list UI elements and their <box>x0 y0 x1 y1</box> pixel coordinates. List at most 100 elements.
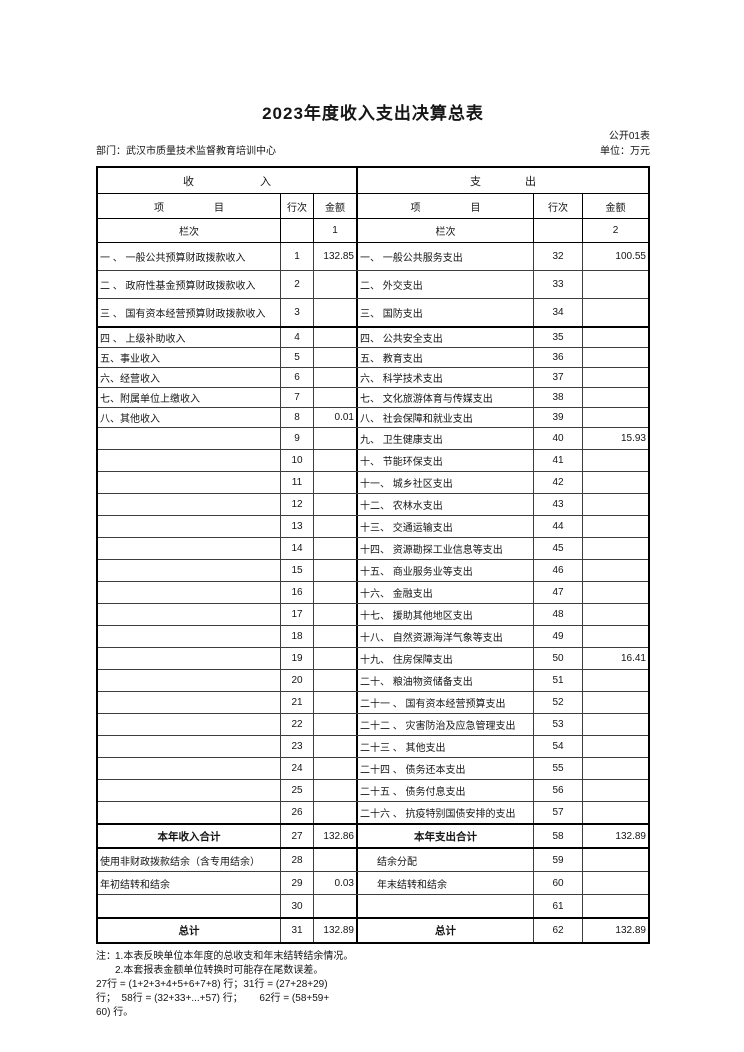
expense-amount-cell <box>583 271 648 298</box>
income-line-cell: 7 <box>281 388 314 407</box>
expense-line-cell: 53 <box>534 714 583 735</box>
income-amount-cell <box>314 670 358 691</box>
income-item-cell <box>98 450 281 471</box>
unit-label: 单位：万元 <box>600 146 650 157</box>
table-row: 年初结转和结余 29 0.03 年末结转和结余 60 <box>98 872 648 895</box>
income-item-cell: 年初结转和结余 <box>98 872 281 894</box>
income-amount-cell <box>314 348 358 367</box>
expense-item-cell: 年末结转和结余 <box>358 872 534 894</box>
expense-line-cell: 59 <box>534 849 583 871</box>
expense-item-cell: 二十六 、 抗疫特别国债安排的支出 <box>358 802 534 823</box>
expense-item-header: 项 目 <box>358 194 534 218</box>
income-item-cell <box>98 428 281 449</box>
income-line-cell: 29 <box>281 872 314 894</box>
expense-line-cell: 57 <box>534 802 583 823</box>
expense-amount-cell <box>583 450 648 471</box>
expense-amount-cell <box>583 299 648 326</box>
expense-line-cell: 58 <box>534 825 583 847</box>
footnotes: 注： 1.本表反映单位本年度的总收支和年末结转结余情况。 2.本套报表金额单位转… <box>96 950 650 1020</box>
income-item-cell <box>98 692 281 713</box>
table-row: 26 二十六 、 抗疫特别国债安排的支出 57 <box>98 802 648 825</box>
income-item-cell <box>98 758 281 779</box>
expense-amount-cell <box>583 758 648 779</box>
expense-item-cell: 七、 文化旅游体育与传媒支出 <box>358 388 534 407</box>
income-amount-cell <box>314 626 358 647</box>
expense-item-cell: 十二、 农林水支出 <box>358 494 534 515</box>
table-row: 18 十八、 自然资源海洋气象等支出 49 <box>98 626 648 648</box>
table-row: 20 二十、 粮油物资储备支出 51 <box>98 670 648 692</box>
income-amount-cell: 132.86 <box>314 825 358 847</box>
table-row: 21 二十一 、 国有资本经营预算支出 52 <box>98 692 648 714</box>
expense-item-cell: 十一、 城乡社区支出 <box>358 472 534 493</box>
expense-item-cell: 二十四 、 债务还本支出 <box>358 758 534 779</box>
expense-amount-cell <box>583 388 648 407</box>
table-row: 一 、 一般公共预算财政拨款收入 1 132.85 一、 一般公共服务支出 32… <box>98 243 648 271</box>
income-line-cell: 25 <box>281 780 314 801</box>
income-line-cell: 23 <box>281 736 314 757</box>
income-line-blank <box>281 219 314 242</box>
expense-line-cell: 50 <box>534 648 583 669</box>
table-body: 一 、 一般公共预算财政拨款收入 1 132.85 一、 一般公共服务支出 32… <box>98 243 648 942</box>
table-row: 使用非财政拨款结余（含专用结余） 28 结余分配 59 <box>98 849 648 872</box>
income-item-header: 项 目 <box>98 194 281 218</box>
income-item-cell <box>98 494 281 515</box>
column-header-row: 项 目 行次 金额 项 目 行次 金额 <box>98 194 648 219</box>
expense-line-cell: 36 <box>534 348 583 367</box>
expense-line-header: 行次 <box>534 194 583 218</box>
expense-line-cell: 37 <box>534 368 583 387</box>
expense-amount-cell <box>583 516 648 537</box>
income-line-cell: 6 <box>281 368 314 387</box>
income-line-header: 行次 <box>281 194 314 218</box>
income-item-cell: 八、其他收入 <box>98 408 281 427</box>
expense-section-header: 支 出 <box>470 175 536 188</box>
income-item-cell <box>98 560 281 581</box>
expense-line-cell: 54 <box>534 736 583 757</box>
income-amount-cell <box>314 472 358 493</box>
expense-line-cell: 52 <box>534 692 583 713</box>
income-line-cell: 12 <box>281 494 314 515</box>
income-line-cell: 31 <box>281 919 314 942</box>
expense-item-cell: 一、 一般公共服务支出 <box>358 243 534 270</box>
expense-line-cell: 48 <box>534 604 583 625</box>
income-line-cell: 16 <box>281 582 314 603</box>
income-amount-cell <box>314 516 358 537</box>
income-line-cell: 13 <box>281 516 314 537</box>
expense-amount-cell <box>583 802 648 823</box>
expense-line-cell: 60 <box>534 872 583 894</box>
income-line-cell: 28 <box>281 849 314 871</box>
expense-amount-cell <box>583 472 648 493</box>
expense-item-cell: 二十一 、 国有资本经营预算支出 <box>358 692 534 713</box>
income-item-cell <box>98 516 281 537</box>
expense-amount-cell <box>583 736 648 757</box>
expense-amount-cell <box>583 714 648 735</box>
income-line-cell: 24 <box>281 758 314 779</box>
expense-amount-cell <box>583 626 648 647</box>
expense-item-cell: 十八、 自然资源海洋气象等支出 <box>358 626 534 647</box>
expense-item-cell: 八、 社会保障和就业支出 <box>358 408 534 427</box>
income-line-cell: 1 <box>281 243 314 270</box>
income-line-cell: 3 <box>281 299 314 326</box>
note-1: 1.本表反映单位本年度的总收支和年末结转结余情况。 <box>115 951 354 962</box>
expense-item-cell: 九、 卫生健康支出 <box>358 428 534 449</box>
income-amount-cell <box>314 328 358 347</box>
table-row: 本年收入合计 27 132.86 本年支出合计 58 132.89 <box>98 825 648 849</box>
table-row: 17 十七、 援助其他地区支出 48 <box>98 604 648 626</box>
income-amount-cell: 132.85 <box>314 243 358 270</box>
income-item-cell: 一 、 一般公共预算财政拨款收入 <box>98 243 281 270</box>
income-amount-cell <box>314 271 358 298</box>
expense-item-cell: 二、 外交支出 <box>358 271 534 298</box>
expense-amount-cell <box>583 538 648 559</box>
expense-amount-cell <box>583 494 648 515</box>
income-item-cell <box>98 538 281 559</box>
income-item-cell <box>98 736 281 757</box>
table-row: 11 十一、 城乡社区支出 42 <box>98 472 648 494</box>
income-line-cell: 2 <box>281 271 314 298</box>
expense-item-cell: 总计 <box>358 919 534 942</box>
expense-line-cell: 46 <box>534 560 583 581</box>
income-item-cell: 七、附属单位上缴收入 <box>98 388 281 407</box>
income-item-cell: 总计 <box>98 919 281 942</box>
table-row: 四 、 上级补助收入 4 四、 公共安全支出 35 <box>98 328 648 348</box>
income-item-cell: 三 、 国有资本经营预算财政拨款收入 <box>98 299 281 326</box>
expense-amount-cell <box>583 604 648 625</box>
